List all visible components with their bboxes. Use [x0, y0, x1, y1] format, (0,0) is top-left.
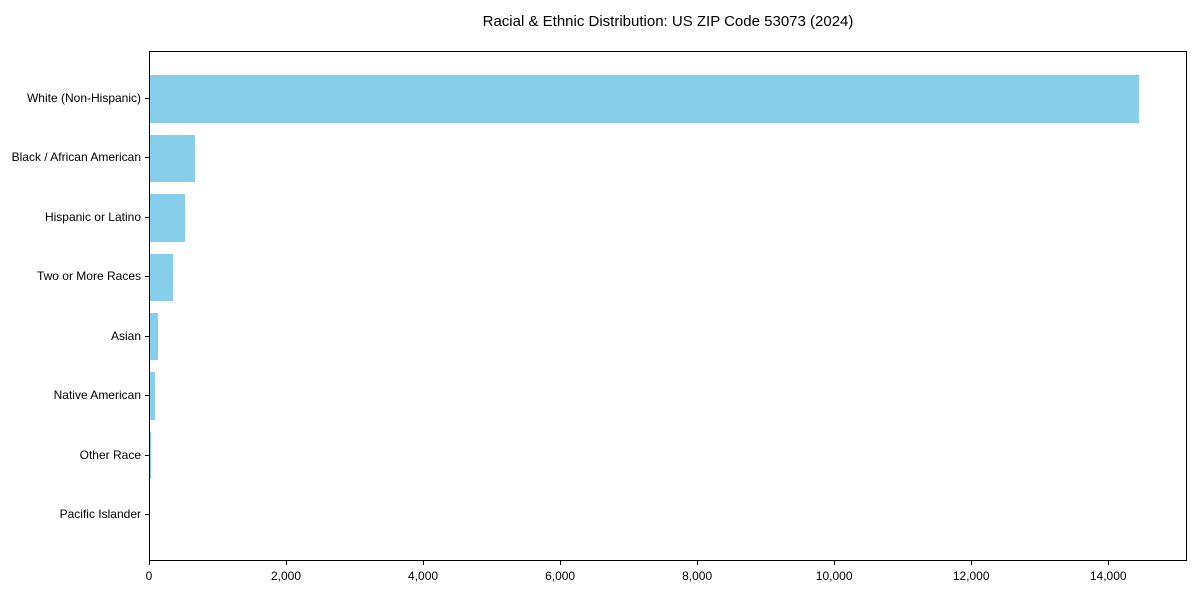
x-axis-tick [423, 561, 424, 565]
x-axis-tick-label: 2,000 [271, 569, 302, 583]
x-axis-tick [286, 561, 287, 565]
bar [150, 372, 155, 420]
x-axis-tick [149, 561, 150, 565]
x-axis-tick-label: 6,000 [545, 569, 576, 583]
y-axis-tick [145, 395, 149, 396]
x-axis-tick [697, 561, 698, 565]
bar [150, 312, 158, 361]
y-axis-tick [145, 336, 149, 337]
x-axis-tick-label: 4,000 [408, 569, 439, 583]
y-axis-tick [145, 276, 149, 277]
y-axis-tick [145, 157, 149, 158]
y-axis-label: Other Race [79, 448, 141, 462]
x-axis-tick-label: 8,000 [682, 569, 713, 583]
y-axis-tick [145, 455, 149, 456]
plot-area [149, 51, 1187, 561]
x-axis-tick-label: 0 [145, 569, 153, 583]
x-axis-tick-label: 12,000 [952, 569, 990, 583]
bar [150, 253, 173, 302]
y-axis-label: Pacific Islander [59, 507, 141, 521]
y-axis-label: Asian [110, 329, 141, 343]
x-axis-tick [834, 561, 835, 565]
x-axis-tick-label: 14,000 [1089, 569, 1127, 583]
y-axis-tick [145, 514, 149, 515]
bar [150, 134, 196, 183]
x-axis-tick [971, 561, 972, 565]
y-axis-label: Black / African American [11, 150, 141, 164]
x-axis-tick [1108, 561, 1109, 565]
bar [150, 431, 152, 480]
y-axis-label: Two or More Races [36, 269, 141, 283]
y-axis-label: Hispanic or Latino [44, 210, 141, 224]
x-axis-tick [560, 561, 561, 565]
bar [150, 75, 1139, 123]
y-axis-tick [145, 217, 149, 218]
y-axis-label: White (Non-Hispanic) [26, 91, 141, 105]
x-axis-tick-label: 10,000 [815, 569, 853, 583]
chart-title: Racial & Ethnic Distribution: US ZIP Cod… [482, 13, 854, 30]
y-axis-label: Native American [53, 388, 141, 402]
bar [150, 194, 185, 242]
y-axis-tick [145, 98, 149, 99]
